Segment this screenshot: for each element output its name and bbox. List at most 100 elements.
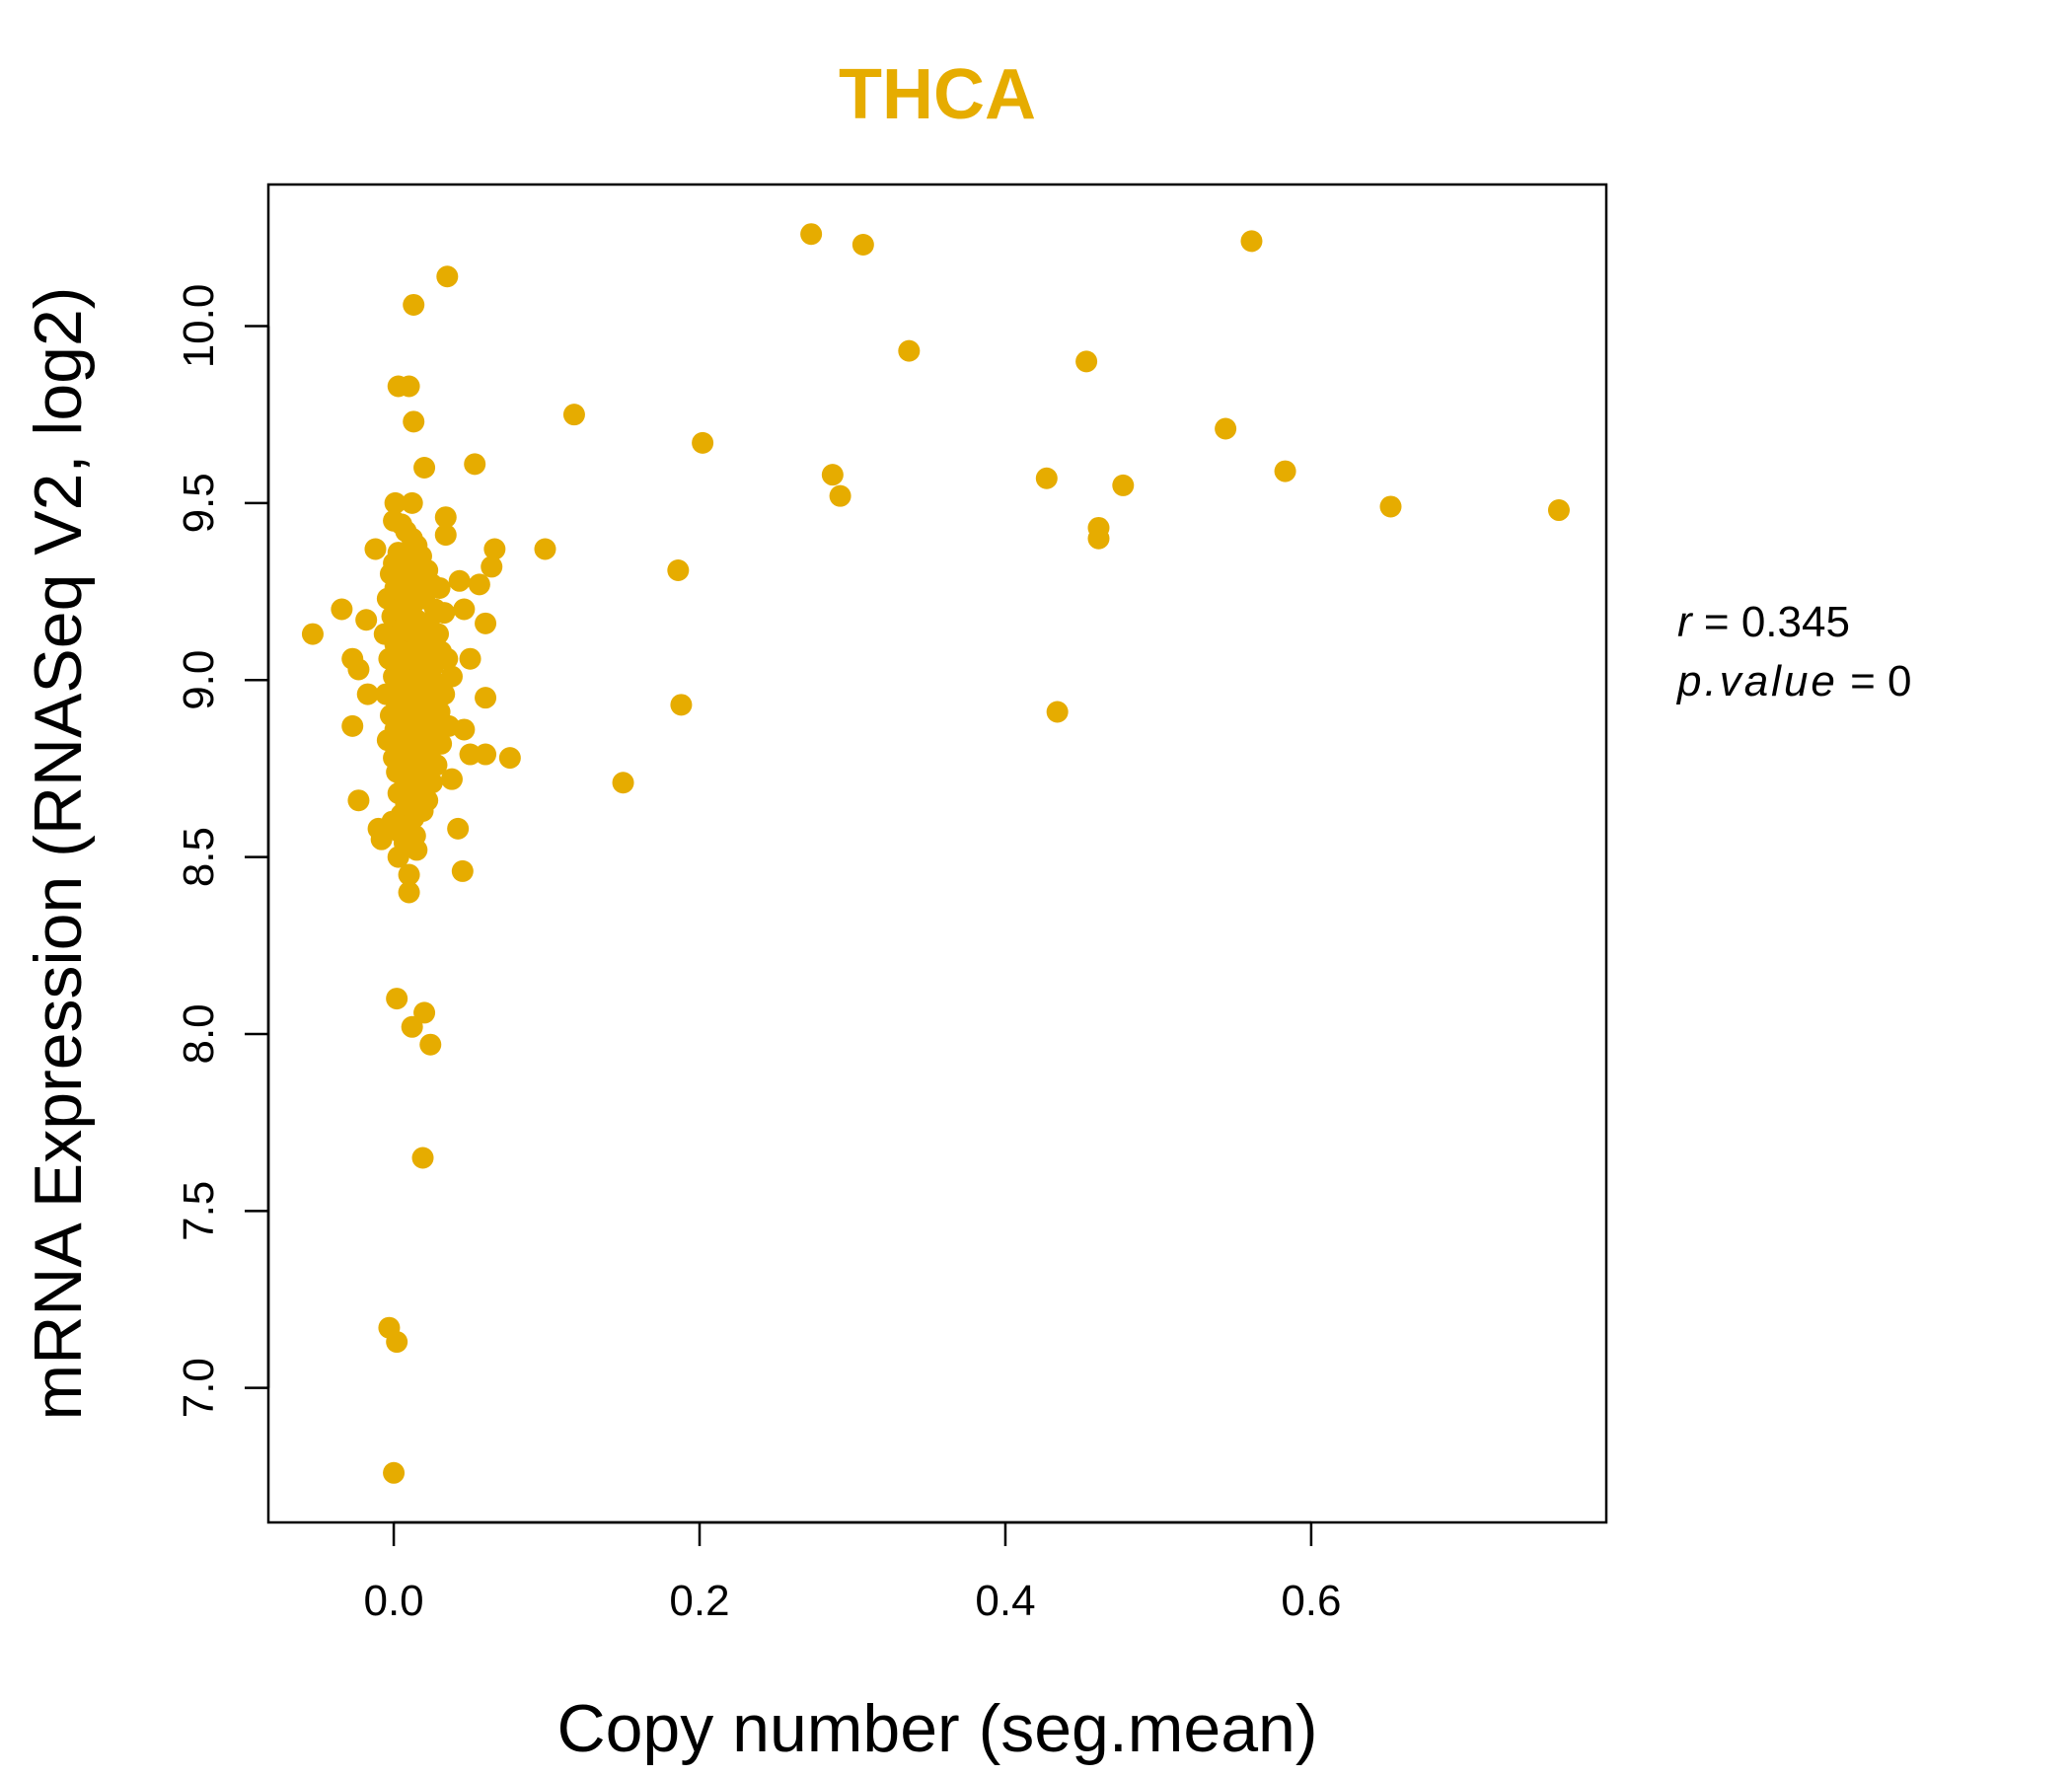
data-point [419, 1033, 442, 1056]
y-tick-label: 8.0 [175, 1003, 223, 1064]
x-axis-label: Copy number (seg.mean) [556, 1691, 1317, 1766]
data-point [409, 775, 432, 797]
data-point [356, 683, 379, 705]
data-point [398, 616, 420, 638]
data-point [401, 1015, 423, 1038]
data-point [428, 576, 451, 599]
data-point [384, 491, 407, 514]
data-point [562, 404, 585, 426]
data-point [1075, 350, 1098, 373]
data-point [1215, 417, 1237, 440]
data-point [331, 598, 353, 621]
data-point [301, 623, 324, 645]
data-point [1379, 495, 1402, 518]
data-point [475, 687, 497, 709]
x-tick-label: 0.4 [975, 1577, 1035, 1625]
data-point [341, 714, 364, 737]
data-point [401, 580, 423, 603]
data-point [459, 647, 481, 670]
data-point [364, 538, 387, 560]
data-point [395, 545, 417, 567]
data-point [403, 293, 425, 316]
data-points [301, 223, 1570, 1484]
data-point [534, 538, 556, 560]
data-point [403, 410, 425, 433]
data-point [498, 747, 521, 770]
data-point [390, 651, 412, 674]
data-point [475, 612, 497, 634]
data-point [416, 704, 439, 727]
data-point [459, 743, 481, 766]
data-point [1240, 230, 1263, 253]
data-point [413, 669, 436, 692]
p-value: 0 [1887, 657, 1911, 705]
data-point [1112, 474, 1135, 496]
data-point [398, 881, 420, 904]
data-point [411, 1147, 434, 1169]
data-point [386, 988, 408, 1010]
data-point [612, 772, 634, 794]
data-point [381, 810, 404, 833]
data-point [433, 602, 456, 625]
data-point [468, 573, 490, 596]
y-tick-label: 9.5 [175, 473, 223, 533]
p-value-annotation: p.value = 0 [1675, 657, 1912, 705]
plot-frame [266, 183, 1608, 1524]
data-point [434, 506, 457, 529]
data-point [667, 559, 690, 582]
correlation-annotation: r = 0.345 p.value = 0 [1675, 598, 1912, 705]
data-point [821, 464, 844, 486]
data-point [447, 817, 470, 840]
x-tick-label: 0.6 [1281, 1577, 1341, 1625]
data-point [829, 484, 851, 507]
x-axis: 0.0 0.2 0.4 0.6 [363, 1520, 1341, 1625]
x-tick-label: 0.0 [363, 1577, 423, 1625]
data-point [1087, 527, 1110, 550]
y-axis: 7.0 7.5 8.0 8.5 9.0 9.5 10.0 [175, 284, 270, 1418]
data-point [434, 524, 457, 547]
data-point [1274, 460, 1296, 482]
data-point [436, 265, 459, 288]
data-point [398, 863, 420, 886]
y-tick-label: 8.5 [175, 827, 223, 887]
data-point [692, 431, 714, 454]
data-point [411, 799, 434, 822]
data-point [898, 339, 921, 362]
data-point [800, 223, 823, 246]
data-point [1035, 467, 1058, 489]
r-annotation: r = 0.345 [1677, 598, 1850, 646]
data-point [355, 609, 378, 631]
data-point [464, 453, 486, 476]
data-point [475, 743, 497, 766]
y-tick-label: 9.0 [175, 650, 223, 710]
data-point [451, 859, 474, 882]
r-value: 0.345 [1741, 598, 1850, 646]
data-point [383, 1461, 406, 1484]
chart-title: THCA [839, 55, 1036, 134]
data-point [387, 598, 409, 621]
data-point [670, 694, 693, 716]
y-tick-label: 7.5 [175, 1181, 223, 1241]
data-point [1046, 701, 1069, 723]
data-point [370, 828, 393, 851]
data-point [347, 789, 370, 812]
data-point [406, 722, 428, 745]
data-point [448, 569, 471, 592]
data-point [398, 375, 420, 398]
y-axis-label: mRNA Expression (RNASeq V2, log2) [21, 287, 96, 1421]
data-point [1547, 499, 1570, 522]
data-point [386, 1331, 408, 1354]
x-tick-label: 0.2 [669, 1577, 729, 1625]
data-point [481, 555, 503, 578]
data-point [483, 538, 506, 560]
y-tick-label: 7.0 [175, 1358, 223, 1418]
data-point [383, 687, 406, 709]
data-point [347, 658, 370, 681]
data-point [413, 1001, 436, 1024]
data-point [393, 832, 415, 854]
data-point [851, 233, 874, 256]
data-point [401, 491, 423, 514]
data-point [413, 456, 436, 479]
data-point [453, 598, 476, 621]
